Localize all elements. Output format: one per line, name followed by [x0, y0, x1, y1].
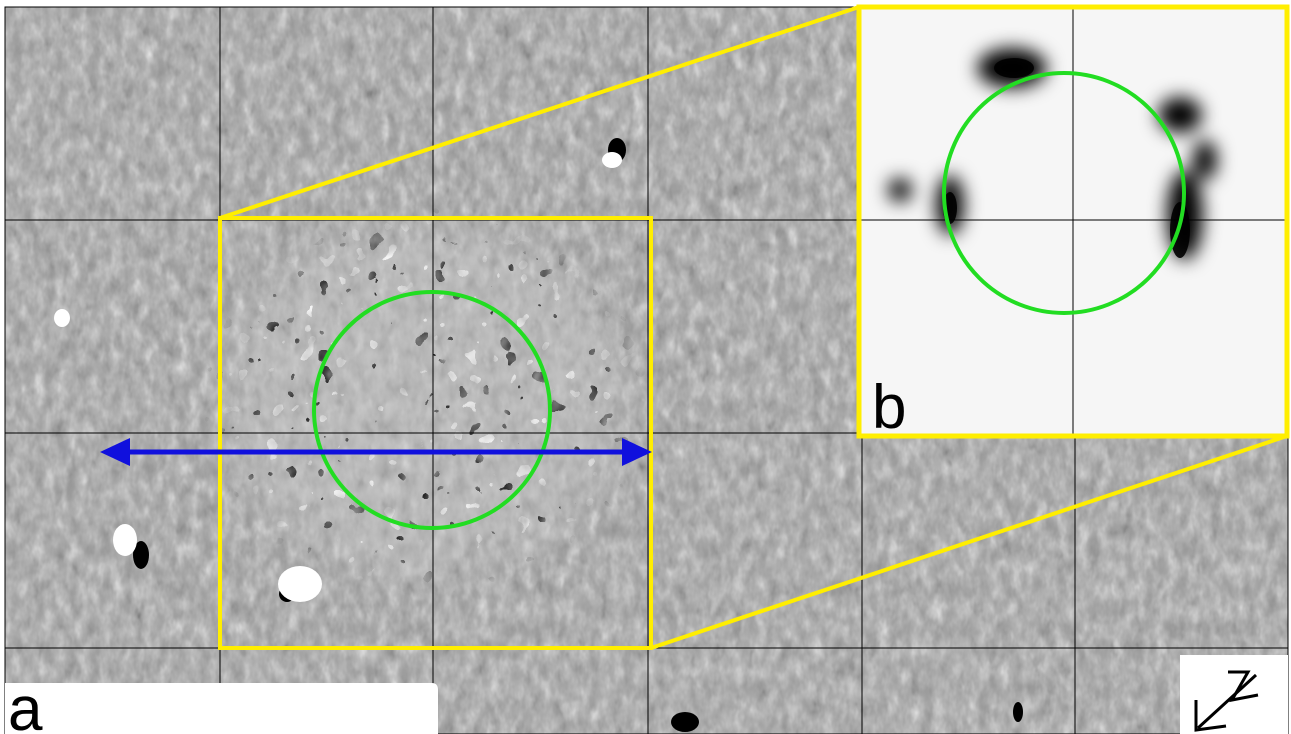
- panel-label: b: [872, 373, 906, 442]
- anomaly-blobs: [200, 200, 660, 610]
- north-arrow: [1180, 655, 1288, 734]
- page: b a (() => { const data = JSON.parse(doc…: [0, 0, 1291, 734]
- label-box: a: [5, 675, 438, 734]
- magnetometry-figure: b a: [0, 0, 1291, 734]
- inset-panel: b: [859, 7, 1287, 442]
- panel-label: a: [8, 675, 43, 734]
